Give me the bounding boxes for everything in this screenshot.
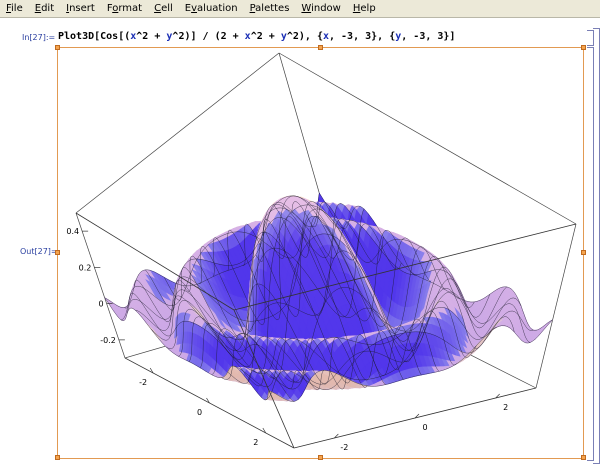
- mesh-line-x: [221, 266, 475, 383]
- mesh-line-x: [178, 207, 417, 360]
- box-edge-front-vertical: [233, 309, 295, 449]
- mesh-line-x: [233, 286, 507, 388]
- mesh-line-x: [150, 218, 384, 341]
- mesh-line-x: [211, 233, 460, 379]
- resize-handle-middle-left[interactable]: [55, 250, 60, 255]
- x-tick: [206, 397, 210, 404]
- z-tick-label: 0: [99, 300, 104, 309]
- box-edge-left-vertical: [75, 212, 126, 359]
- menu-palettes[interactable]: Palettes: [249, 3, 290, 14]
- input-variable: x: [130, 31, 137, 42]
- mesh-line-y: [133, 279, 308, 390]
- mesh-line-x: [120, 201, 342, 321]
- output-cell-label: Out[27]=: [20, 247, 58, 256]
- resize-handle-bottom-middle[interactable]: [318, 455, 323, 460]
- box-edge-top-left: [75, 52, 280, 214]
- mesh-line-y: [199, 231, 386, 385]
- mesh-line-y: [255, 219, 458, 366]
- box-edge-top-right: [278, 52, 577, 225]
- x-tick-label: -2: [139, 378, 147, 387]
- box-edge-right-vertical: [535, 223, 577, 389]
- x-tick: [262, 427, 267, 434]
- input-token: , -3, 3}, {: [329, 31, 396, 42]
- y-tick-label: 2: [503, 403, 508, 412]
- input-token: ^2), {: [286, 31, 323, 42]
- input-token: Plot3D[Cos[(: [58, 31, 131, 42]
- input-variable: y: [395, 31, 402, 42]
- input-variable: y: [280, 31, 287, 42]
- y-tick: [414, 413, 420, 419]
- menu-format[interactable]: Format: [106, 3, 143, 14]
- z-tick-label: 0.4: [66, 227, 79, 236]
- mesh-line-x: [268, 319, 553, 402]
- x-tick: [149, 367, 154, 374]
- mesh-line-x: [166, 223, 402, 351]
- mesh-line-y: [183, 255, 368, 388]
- resize-handle-middle-right[interactable]: [581, 250, 586, 255]
- mesh-line-x: [227, 278, 491, 385]
- mesh-line-y: [319, 192, 553, 331]
- input-token: ^2)] / (2 +: [172, 31, 245, 42]
- resize-handle-top-right[interactable]: [581, 45, 586, 50]
- menu-file[interactable]: File: [6, 3, 23, 14]
- menu-insert[interactable]: Insert: [66, 3, 95, 14]
- y-tick-label: -2: [340, 443, 348, 452]
- resize-handle-bottom-left[interactable]: [55, 455, 60, 460]
- x-tick-label: 2: [253, 438, 258, 447]
- mesh-line-y: [291, 201, 515, 338]
- mesh-line-x: [200, 204, 446, 374]
- mesh-line-x: [247, 297, 522, 390]
- input-token: , -3, 3}]: [401, 31, 456, 42]
- input-cell-bracket[interactable]: [587, 30, 594, 46]
- mesh-line-y: [124, 292, 295, 402]
- menu-cell[interactable]: Cell: [154, 3, 173, 14]
- resize-handle-bottom-right[interactable]: [581, 455, 586, 460]
- surface-mesh: [104, 192, 553, 402]
- input-token: ^2 +: [136, 31, 167, 42]
- mesh-line-y: [164, 266, 347, 390]
- plot-graphic-selection[interactable]: 0.4 0.2 0 -0.2 -2 0 2 -2 0 2: [57, 47, 584, 459]
- z-tick-label: -0.2: [100, 336, 116, 345]
- output-cell-bracket[interactable]: [587, 47, 594, 461]
- mesh-line-y: [104, 297, 270, 401]
- box-edge-top-front-left: [75, 212, 235, 311]
- axis-ticks: 0.4 0.2 0 -0.2 -2 0 2 -2 0 2: [66, 227, 508, 452]
- resize-handle-top-left[interactable]: [55, 45, 60, 50]
- mesh-line-y: [145, 269, 325, 391]
- y-tick: [495, 393, 500, 399]
- input-variable: x: [244, 31, 251, 42]
- mesh-line-y: [242, 208, 440, 372]
- mesh-line-y: [212, 203, 404, 381]
- z-tick-label: 0.2: [79, 263, 92, 272]
- input-cell-label: In[27]:=: [22, 33, 56, 42]
- mesh-line-x: [188, 195, 431, 368]
- input-variable: x: [322, 31, 329, 42]
- menu-window[interactable]: Window: [301, 3, 341, 14]
- mesh-line-y: [227, 195, 422, 376]
- group-cell-bracket[interactable]: [593, 28, 600, 464]
- input-expression[interactable]: Plot3D[Cos[(x^2 + y^2)] / (2 + x^2 + y^2…: [58, 31, 455, 42]
- menu-bar: File Edit Insert Format Cell Evaluation Palett…: [0, 0, 600, 18]
- menu-help[interactable]: Help: [352, 3, 376, 14]
- y-tick-label: 0: [422, 423, 427, 432]
- surface-plot: 0.4 0.2 0 -0.2 -2 0 2 -2 0 2: [66, 52, 577, 452]
- x-tick-label: 0: [197, 408, 202, 417]
- menu-evaluation[interactable]: Evaluation: [184, 3, 238, 14]
- input-token: ^2 +: [250, 31, 281, 42]
- mesh-line-y: [273, 204, 497, 349]
- input-variable: y: [166, 31, 173, 42]
- mesh-line-y: [312, 201, 531, 343]
- mesh-line-y: [264, 216, 477, 358]
- menu-edit[interactable]: Edit: [34, 3, 55, 14]
- mesh-line-x: [127, 203, 352, 320]
- resize-handle-top-middle[interactable]: [318, 45, 323, 50]
- box-edge-top-front-right: [233, 223, 577, 311]
- y-tick: [334, 433, 339, 439]
- mesh-line-x: [264, 310, 534, 401]
- mesh-line-x: [104, 193, 320, 308]
